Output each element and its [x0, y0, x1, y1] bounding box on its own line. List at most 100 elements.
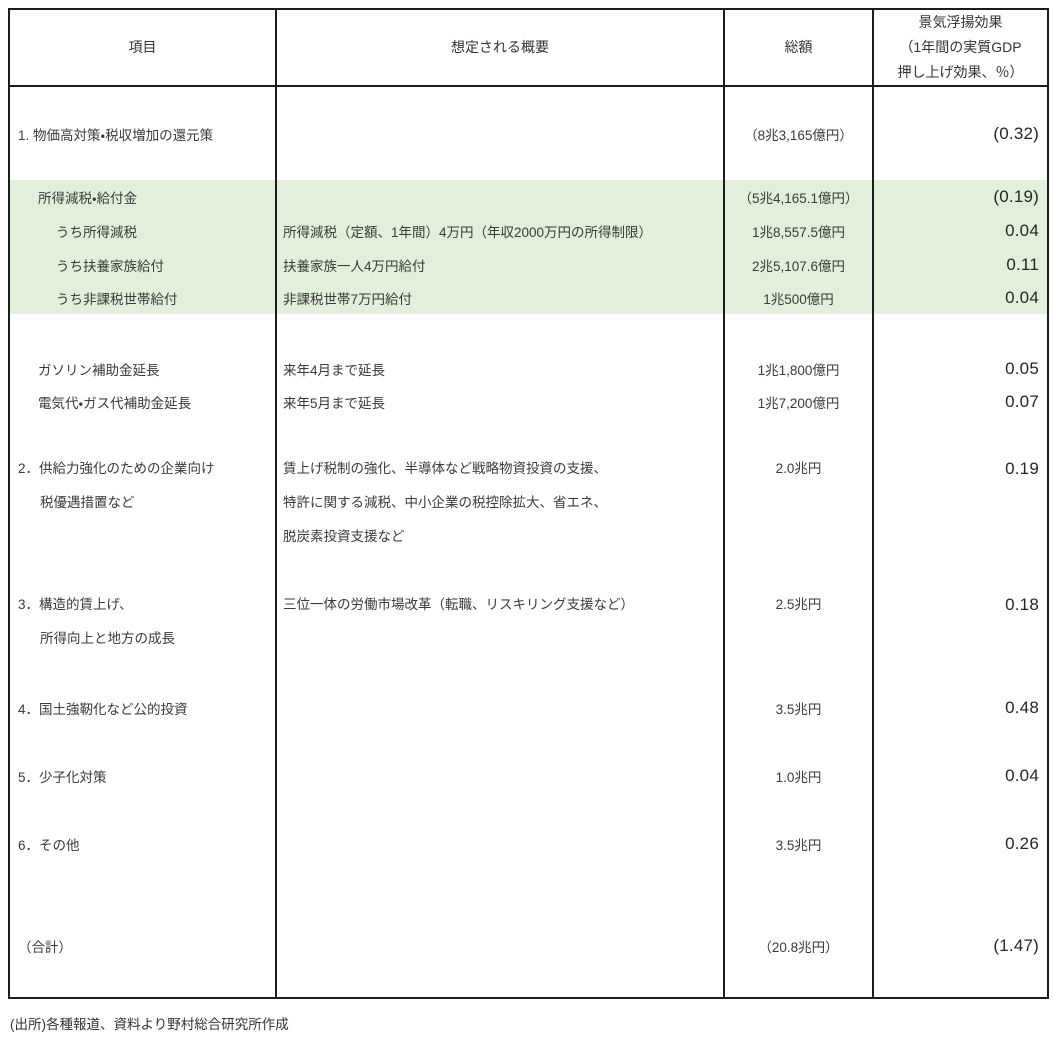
spacer-cell — [725, 794, 874, 826]
header-effect-line2: （1年間の実質GDP — [899, 39, 1022, 55]
outline-cell: 賃上げ税制の強化、半導体など戦略物資投資の支援、 特許に関する減税、中小企業の税… — [277, 452, 725, 554]
outline-text-line3: 脱炭素投資支援など — [283, 529, 405, 544]
policy-table: 項目 想定される概要 総額 景気浮揚効果 （1年間の実質GDP 押し上げ効果、％… — [8, 8, 1049, 999]
spacer-cell — [725, 862, 874, 928]
table-row: ガソリン補助金延長 来年4月まで延長 1兆1,800億円 0.05 — [10, 352, 1047, 385]
header-effect: 景気浮揚効果 （1年間の実質GDP 押し上げ効果、％） — [874, 10, 1047, 87]
effect-value: 0.26 — [1005, 834, 1039, 853]
header-item-label: 項目 — [128, 39, 157, 55]
table-row: 所得減税・給付金 （5兆4,165.1億円） (0.19) — [10, 180, 1047, 214]
table-row: 2．供給力強化のための企業向け 税優遇措置など 賃上げ税制の強化、半導体など戦略… — [10, 452, 1047, 554]
spacer-cell — [10, 794, 277, 826]
effect-cell: 0.19 — [874, 452, 1047, 554]
total-value: （5兆4,165.1億円） — [738, 191, 859, 206]
item-cell: うち非課税世帯給付 — [10, 282, 277, 314]
spacer-row — [10, 726, 1047, 758]
table-row: 3．構造的賃上げ、 所得向上と地方の成長 三位一体の労働市場改革（転職、リスキリ… — [10, 588, 1047, 657]
outline-cell — [277, 87, 725, 180]
item-cell: （合計） — [10, 928, 277, 964]
spacer-cell — [725, 314, 874, 352]
effect-cell: (0.19) — [874, 180, 1047, 214]
total-cell: （8兆3,165億円） — [725, 87, 874, 180]
item-label: 2．供給力強化のための企業向け — [18, 461, 215, 476]
total-cell: 2.5兆円 — [725, 588, 874, 657]
outline-cell: 扶養家族一人4万円給付 — [277, 248, 725, 282]
outline-text: 来年5月まで延長 — [283, 396, 386, 411]
outline-text: 非課税世帯7万円給付 — [283, 292, 413, 307]
total-value: 3.5兆円 — [775, 702, 822, 717]
table-row: うち非課税世帯給付 非課税世帯7万円給付 1兆500億円 0.04 — [10, 282, 1047, 314]
effect-cell: 0.04 — [874, 758, 1047, 794]
spacer-cell — [874, 554, 1047, 588]
header-outline: 想定される概要 — [277, 10, 725, 87]
total-cell: 3.5兆円 — [725, 826, 874, 862]
outline-cell — [277, 826, 725, 862]
item-cell: 4．国土強靭化など公的投資 — [10, 690, 277, 726]
table-row: うち所得減税 所得減税（定額、1年間）4万円（年収2000万円の所得制限） 1兆… — [10, 214, 1047, 248]
spacer-cell — [277, 794, 725, 826]
total-cell: 1兆500億円 — [725, 282, 874, 314]
header-row: 項目 想定される概要 総額 景気浮揚効果 （1年間の実質GDP 押し上げ効果、％… — [10, 10, 1047, 87]
outline-text: 所得減税（定額、1年間）4万円（年収2000万円の所得制限） — [283, 225, 653, 240]
header-item: 項目 — [10, 10, 277, 87]
outline-cell — [277, 180, 725, 214]
total-cell: （20.8兆円） — [725, 928, 874, 964]
item-label: ガソリン補助金延長 — [38, 362, 160, 378]
table-row: 5．少子化対策 1.0兆円 0.04 — [10, 758, 1047, 794]
spacer-cell — [874, 726, 1047, 758]
total-value: 1兆8,557.5億円 — [751, 225, 846, 240]
effect-value: 0.48 — [1005, 698, 1039, 717]
spacer-cell — [277, 964, 725, 997]
effect-value: (1.47) — [993, 936, 1039, 955]
total-value: 3.5兆円 — [775, 838, 822, 853]
item-label-line2: 税優遇措置など — [40, 495, 135, 510]
spacer-row — [10, 314, 1047, 352]
spacer-cell — [874, 964, 1047, 997]
spacer-cell — [10, 964, 277, 997]
outline-cell — [277, 928, 725, 964]
outline-text: 扶養家族一人4万円給付 — [283, 259, 426, 274]
spacer-cell — [874, 314, 1047, 352]
outline-text: 来年4月まで延長 — [283, 362, 386, 378]
item-label: 1. 物価高対策・税収増加の還元策 — [18, 127, 214, 143]
source-note: (出所)各種報道、資料より野村総合研究所作成 — [10, 1017, 289, 1032]
outline-cell: 所得減税（定額、1年間）4万円（年収2000万円の所得制限） — [277, 214, 725, 248]
spacer-cell — [874, 657, 1047, 690]
item-label: （合計） — [18, 940, 72, 955]
total-value: 1.0兆円 — [775, 770, 822, 785]
spacer-row — [10, 862, 1047, 928]
item-cell: 1. 物価高対策・税収増加の還元策 — [10, 87, 277, 180]
effect-cell: 0.48 — [874, 690, 1047, 726]
spacer-cell — [725, 657, 874, 690]
header-total: 総額 — [725, 10, 874, 87]
item-cell: うち扶養家族給付 — [10, 248, 277, 282]
spacer-cell — [277, 554, 725, 588]
spacer-row — [10, 794, 1047, 826]
table-row: 4．国土強靭化など公的投資 3.5兆円 0.48 — [10, 690, 1047, 726]
item-label: うち所得減税 — [56, 225, 137, 240]
spacer-cell — [10, 726, 277, 758]
effect-value: (0.19) — [993, 187, 1039, 206]
effect-cell: (1.47) — [874, 928, 1047, 964]
item-cell: 5．少子化対策 — [10, 758, 277, 794]
effect-cell: (0.32) — [874, 87, 1047, 180]
spacer-row — [10, 554, 1047, 588]
item-cell: 所得減税・給付金 — [10, 180, 277, 214]
effect-cell: 0.11 — [874, 248, 1047, 282]
spacer-cell — [10, 862, 277, 928]
effect-cell: 0.05 — [874, 352, 1047, 385]
spacer-cell — [725, 554, 874, 588]
spacer-row — [10, 657, 1047, 690]
outline-cell — [277, 690, 725, 726]
item-label: 所得減税・給付金 — [38, 191, 138, 206]
item-cell: ガソリン補助金延長 — [10, 352, 277, 385]
effect-value: 0.05 — [1005, 358, 1039, 378]
total-cell: 2兆5,107.6億円 — [725, 248, 874, 282]
total-value: 2.0兆円 — [775, 461, 822, 476]
item-label: 3．構造的賃上げ、 — [18, 597, 133, 612]
item-label: 5．少子化対策 — [18, 770, 107, 785]
total-value: 1兆500億円 — [763, 292, 834, 307]
item-cell: 2．供給力強化のための企業向け 税優遇措置など — [10, 452, 277, 554]
effect-value: 0.04 — [1005, 221, 1039, 240]
spacer-cell — [277, 419, 725, 452]
